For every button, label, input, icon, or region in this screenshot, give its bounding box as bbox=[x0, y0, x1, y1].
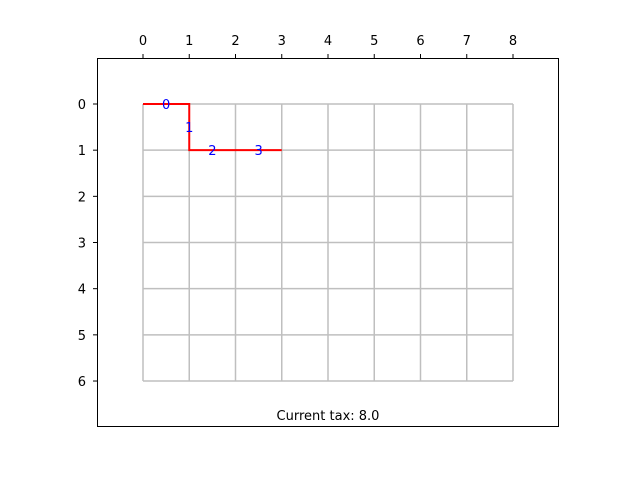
y-tick-label: 3 bbox=[78, 237, 86, 252]
current-tax-text: Current tax: 8.0 bbox=[277, 409, 380, 424]
x-tick-label: 7 bbox=[463, 34, 471, 49]
y-tick-label: 0 bbox=[78, 98, 86, 113]
x-tick-label: 4 bbox=[324, 34, 332, 49]
x-axis-ticks: 0 1 2 3 4 5 6 7 8 bbox=[139, 34, 517, 59]
y-axis-ticks: 0 1 2 3 4 5 6 bbox=[78, 98, 98, 390]
x-tick-label: 2 bbox=[231, 34, 239, 49]
edge-label: 0 bbox=[162, 98, 170, 113]
x-tick-label: 0 bbox=[139, 34, 147, 49]
y-tick-label: 6 bbox=[78, 375, 86, 390]
y-tick-label: 5 bbox=[78, 329, 86, 344]
y-tick-label: 4 bbox=[78, 283, 86, 298]
x-tick-label: 6 bbox=[416, 34, 424, 49]
edge-labels: 012 3 bbox=[162, 98, 263, 159]
edge-label: 2 bbox=[208, 144, 216, 159]
edge-label: 3 bbox=[254, 144, 262, 159]
y-tick-label: 1 bbox=[78, 144, 86, 159]
x-tick-label: 8 bbox=[509, 34, 517, 49]
route-line bbox=[143, 103, 282, 152]
y-tick-label: 2 bbox=[78, 190, 86, 205]
grid bbox=[142, 103, 514, 382]
x-tick-label: 3 bbox=[278, 34, 286, 49]
x-tick-label: 1 bbox=[185, 34, 193, 49]
route-path bbox=[143, 103, 282, 152]
edge-label: 1 bbox=[185, 121, 193, 136]
x-tick-label: 5 bbox=[370, 34, 378, 49]
